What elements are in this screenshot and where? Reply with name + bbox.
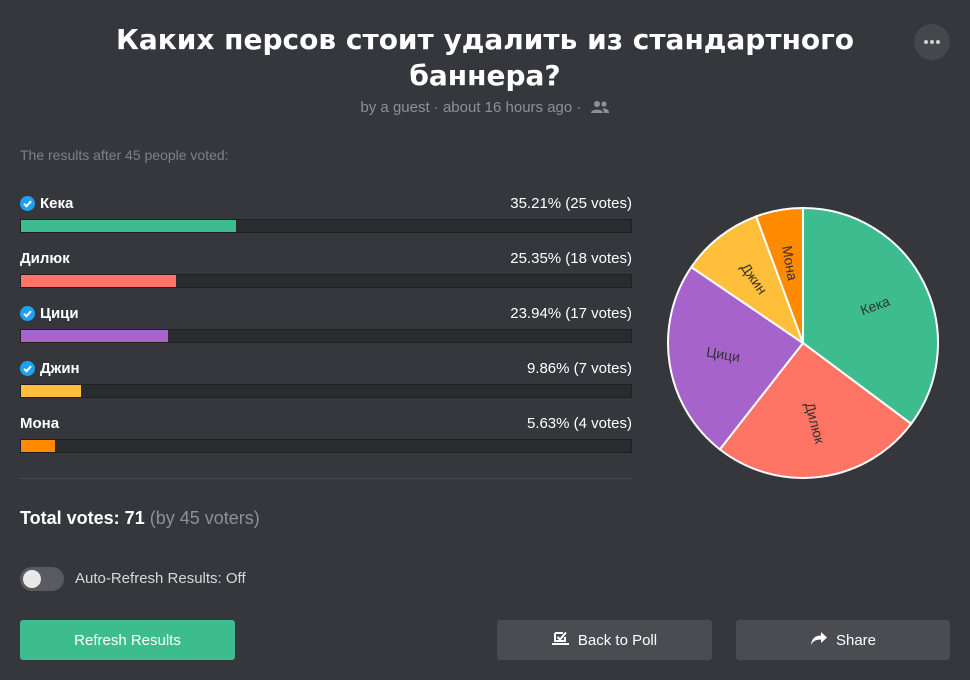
refresh-results-button[interactable]: Refresh Results — [20, 620, 235, 660]
poll-option: Джин 9.86% (7 votes) — [20, 358, 632, 398]
more-options-button[interactable] — [914, 24, 950, 60]
back-to-poll-button[interactable]: Back to Poll — [497, 620, 712, 660]
pie-slice — [718, 341, 913, 479]
option-name: Джин — [20, 360, 80, 377]
refresh-results-label: Refresh Results — [74, 631, 181, 649]
results-summary: The results after 45 people voted: — [20, 147, 229, 163]
poll-meta: by a guest · about 16 hours ago · — [0, 99, 970, 118]
option-header: Мона 5.63% (4 votes) — [20, 413, 632, 433]
progress-bar — [20, 329, 632, 343]
pie-slice-label: Мона — [779, 244, 801, 282]
share-label: Share — [835, 631, 877, 649]
divider — [20, 478, 632, 479]
pie-slice — [754, 206, 804, 344]
option-result: 5.63% (4 votes) — [526, 414, 632, 432]
progress-bar — [20, 219, 632, 233]
back-to-poll-label: Back to Poll — [577, 631, 658, 649]
pie-slice — [802, 206, 939, 426]
option-header: Дилюк 25.35% (18 votes) — [20, 248, 632, 268]
progress-bar — [20, 384, 632, 398]
option-header: Цици 23.94% (17 votes) — [20, 303, 632, 323]
option-name-text: Джин — [40, 359, 80, 377]
poll-option: Дилюк 25.35% (18 votes) — [20, 248, 632, 288]
check-circle-icon — [20, 195, 35, 211]
progress-bar — [20, 439, 632, 453]
auto-refresh-label: Auto-Refresh Results: Off — [75, 570, 246, 587]
toggle-knob — [23, 570, 41, 588]
total-votes: Total votes: 71 (by 45 voters) — [20, 508, 260, 529]
poll-option: Цици 23.94% (17 votes) — [20, 303, 632, 343]
progress-fill — [21, 440, 56, 452]
option-result: 23.94% (17 votes) — [510, 304, 632, 322]
option-result: 9.86% (7 votes) — [526, 359, 632, 377]
check-circle-icon — [20, 305, 35, 321]
ellipsis-icon — [924, 40, 940, 44]
total-voters: (by 45 voters) — [149, 508, 260, 528]
option-header: Джин 9.86% (7 votes) — [20, 358, 632, 378]
checkbox-icon — [551, 630, 570, 650]
option-header: Кека 35.21% (25 votes) — [20, 193, 632, 213]
poll-option: Кека 35.21% (25 votes) — [20, 193, 632, 233]
progress-fill — [21, 275, 177, 287]
option-result: 25.35% (18 votes) — [510, 249, 632, 267]
total-votes-label: Total votes: 71 — [20, 508, 145, 528]
share-arrow-icon — [810, 631, 828, 650]
option-name-text: Дилюк — [20, 249, 70, 267]
option-name: Дилюк — [20, 250, 70, 267]
pie-slice — [689, 215, 806, 346]
option-name: Мона — [20, 415, 59, 432]
progress-fill — [21, 330, 168, 342]
people-icon — [590, 100, 610, 118]
poll-meta-text: by a guest · about 16 hours ago · — [360, 99, 582, 116]
pie-slice — [667, 265, 805, 451]
poll-title: Каких персов стоит удалить из стандартно… — [115, 23, 855, 92]
auto-refresh-toggle[interactable] — [20, 567, 64, 591]
option-name-text: Мона — [20, 414, 60, 432]
option-name: Кека — [20, 195, 73, 212]
poll-option: Мона 5.63% (4 votes) — [20, 413, 632, 453]
option-result: 35.21% (25 votes) — [510, 194, 632, 212]
share-button[interactable]: Share — [736, 620, 950, 660]
progress-fill — [21, 220, 237, 232]
check-circle-icon — [20, 360, 35, 376]
progress-fill — [21, 385, 82, 397]
option-name-text: Кека — [40, 194, 74, 212]
option-name-text: Цици — [40, 304, 79, 322]
pie-slice-label: Цици — [705, 343, 741, 365]
progress-bar — [20, 274, 632, 288]
option-name: Цици — [20, 305, 79, 322]
